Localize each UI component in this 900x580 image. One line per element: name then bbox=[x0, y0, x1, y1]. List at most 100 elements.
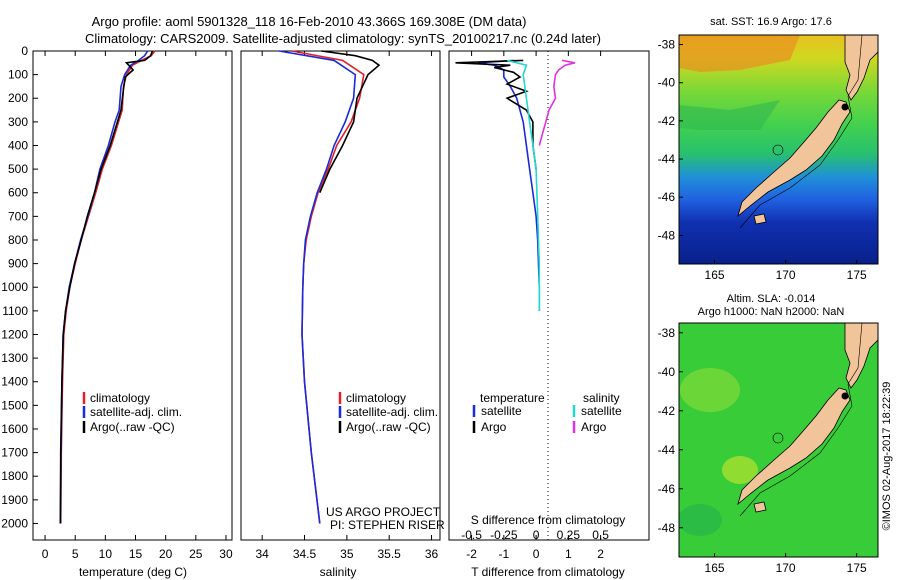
temperature-profile-lines bbox=[59, 50, 156, 524]
y-tick-label: 1200 bbox=[1, 327, 28, 341]
map-y-tick-label: -42 bbox=[658, 114, 676, 128]
x-tick-label: 25 bbox=[189, 547, 203, 561]
salinity-panel: 34 34.5 35 35.5 36 salinity climatology sate… bbox=[240, 50, 445, 579]
figure-title-line2: Climatology: CARS2009. Satellite-adjuste… bbox=[85, 31, 601, 46]
map-x-tick-label: 165 bbox=[705, 561, 725, 575]
y-tick-label: 100 bbox=[8, 68, 28, 82]
x-tick-label: 2 bbox=[597, 547, 604, 561]
x-tick-label: 35 bbox=[340, 547, 354, 561]
x-tick-label: 20 bbox=[159, 547, 173, 561]
s-difference-axis-label: S difference from climatology bbox=[471, 513, 626, 527]
sst-map-title: sat. SST: 16.9 Argo: 17.6 bbox=[710, 16, 832, 28]
x-tick-label: 34 bbox=[255, 547, 269, 561]
map-y-tick-label: -46 bbox=[658, 482, 676, 496]
map-y-tick-label: -42 bbox=[658, 404, 676, 418]
series-line-argo-raw-qc bbox=[319, 50, 381, 194]
legend-label-satellite: satellite-adj. clim. bbox=[346, 405, 438, 419]
sla-anomaly-1 bbox=[680, 368, 740, 412]
sla-map-title: Altim. SLA: -0.014 bbox=[727, 293, 816, 305]
sst-map-ticks: 165 170 175 -38 -40 -42 -44 -46 -48 bbox=[658, 38, 867, 282]
map-x-tick-label: 175 bbox=[847, 268, 867, 282]
sal-diff-tick-label: 0 bbox=[533, 528, 540, 542]
legend-label-t-argo: Argo bbox=[481, 420, 507, 434]
difference-axis-ticks: -2 -1 0 1 2 bbox=[466, 51, 604, 561]
t-difference-axis-label: T difference from climatology bbox=[471, 565, 625, 579]
salinity-panel-frame bbox=[240, 50, 441, 541]
y-tick-label: 300 bbox=[8, 115, 28, 129]
legend-label-argo: Argo(..raw -QC) bbox=[346, 420, 431, 434]
temperature-axis-ticks: 0 5 10 15 20 25 30 bbox=[42, 51, 233, 561]
copyright-stamp: ©IMOS 02-Aug-2017 18:22:39 bbox=[881, 382, 893, 531]
stewart-island bbox=[753, 213, 767, 225]
y-tick-label: 200 bbox=[8, 91, 28, 105]
difference-lines bbox=[455, 59, 575, 311]
map-y-tick-label: -38 bbox=[658, 38, 676, 52]
difference-panel-frame bbox=[448, 50, 650, 541]
bathymetry-seamount bbox=[772, 432, 784, 444]
difference-legend: temperature salinity satellite Argo sate… bbox=[472, 391, 622, 434]
sla-map-subtitle: Argo h1000: NaN h2000: NaN bbox=[698, 306, 845, 318]
figure-title-line1: Argo profile: aoml 5901328_118 16-Feb-20… bbox=[92, 14, 527, 29]
salinity-legend: climatology satellite-adj. clim. Argo(..… bbox=[338, 391, 438, 434]
x-tick-label: -2 bbox=[466, 547, 477, 561]
north-island bbox=[844, 323, 878, 389]
legend-label-s-satellite: satellite bbox=[581, 404, 622, 418]
sst-field bbox=[679, 35, 878, 264]
south-island bbox=[737, 387, 851, 506]
series-line-satellite-adj-clim bbox=[278, 50, 357, 524]
y-tick-label: 800 bbox=[8, 233, 28, 247]
sla-map: Altim. SLA: -0.014 Argo h1000: NaN h2000… bbox=[658, 293, 879, 575]
series-line-temperature-argo bbox=[455, 59, 537, 170]
x-tick-label: 30 bbox=[219, 547, 233, 561]
legend-label-argo: Argo(..raw -QC) bbox=[90, 420, 175, 434]
map-y-tick-label: -44 bbox=[658, 443, 676, 457]
map-y-tick-label: -40 bbox=[658, 365, 676, 379]
map-y-tick-label: -48 bbox=[658, 521, 676, 535]
sal-diff-tick-label: 0.25 bbox=[557, 528, 581, 542]
x-tick-label: 35.5 bbox=[378, 547, 402, 561]
legend-label-t-satellite: satellite bbox=[481, 404, 522, 418]
difference-panel: -2 -1 0 1 2 T difference from climatology S … bbox=[448, 50, 650, 579]
map-y-tick-label: -40 bbox=[658, 76, 676, 90]
depth-axis-ticks: 0 100 200 300 400 500 600 700 800 900 1000 1100 1200… bbox=[1, 44, 38, 530]
sal-diff-tick-label: -0.5 bbox=[461, 528, 482, 542]
map-y-tick-label: -38 bbox=[658, 326, 676, 340]
project-credit: US ARGO PROJECT bbox=[326, 505, 441, 519]
sla-anomaly-3 bbox=[679, 504, 722, 536]
y-tick-label: 1500 bbox=[1, 398, 28, 412]
legend-header-salinity: salinity bbox=[583, 391, 620, 405]
sla-anomaly-2 bbox=[722, 456, 758, 484]
argo-float-marker bbox=[841, 392, 849, 400]
stewart-island bbox=[753, 501, 767, 513]
map-x-tick-label: 175 bbox=[847, 561, 867, 575]
temperature-axis-label: temperature (deg C) bbox=[79, 565, 187, 579]
x-tick-label: 1 bbox=[565, 547, 572, 561]
y-tick-label: 1000 bbox=[1, 280, 28, 294]
bathymetry-seamount bbox=[772, 144, 784, 156]
series-line-salinity-satellite bbox=[506, 59, 541, 311]
south-island bbox=[737, 99, 851, 218]
y-tick-label: 1300 bbox=[1, 351, 28, 365]
y-tick-label: 500 bbox=[8, 162, 28, 176]
legend-label-climatology: climatology bbox=[90, 391, 150, 405]
sst-map: sat. SST: 16.9 Argo: 17.6 165 170 175 -38 -4… bbox=[658, 16, 879, 282]
temperature-panel-frame bbox=[32, 50, 233, 541]
legend-label-s-argo: Argo bbox=[581, 420, 607, 434]
series-line-argo-raw-qc bbox=[59, 50, 154, 524]
y-tick-label: 1700 bbox=[1, 446, 28, 460]
north-island bbox=[844, 35, 878, 101]
x-tick-label: 5 bbox=[72, 547, 79, 561]
map-x-tick-label: 165 bbox=[705, 268, 725, 282]
y-tick-label: 0 bbox=[21, 44, 28, 58]
salinity-difference-tick-labels: -0.5 -0.25 0 0.25 0.5 bbox=[461, 528, 609, 542]
y-tick-label: 1600 bbox=[1, 422, 28, 436]
x-tick-label: 15 bbox=[129, 547, 143, 561]
y-tick-label: 2000 bbox=[1, 516, 28, 530]
y-tick-label: 1900 bbox=[1, 493, 28, 507]
x-tick-label: 36 bbox=[425, 547, 439, 561]
y-tick-label: 900 bbox=[8, 257, 28, 271]
bathymetry-contour bbox=[739, 323, 863, 517]
map-x-tick-label: 170 bbox=[776, 561, 796, 575]
sal-diff-tick-label: 0.5 bbox=[592, 528, 609, 542]
y-tick-label: 600 bbox=[8, 186, 28, 200]
